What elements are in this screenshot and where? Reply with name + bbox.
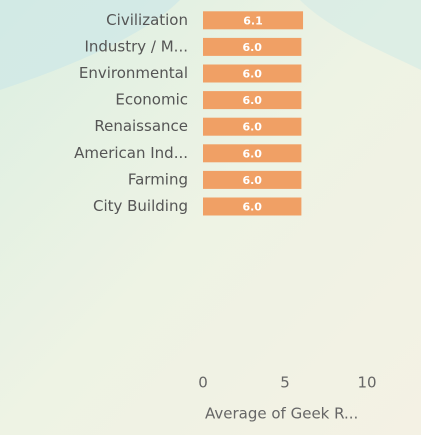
value-label: 6.1	[243, 14, 263, 27]
x-axis-title: Average of Geek R...	[205, 405, 358, 423]
category-label: Civilization	[106, 11, 188, 29]
category-label: City Building	[93, 197, 188, 215]
value-label: 6.0	[242, 147, 262, 160]
value-label: 6.0	[242, 121, 262, 134]
category-label: American Ind...	[74, 144, 188, 162]
bar	[203, 144, 302, 163]
bar	[203, 11, 304, 30]
x-tick-label: 0	[198, 374, 208, 392]
category-label: Economic	[115, 91, 188, 109]
x-tick-label: 10	[357, 374, 376, 392]
category-label: Industry / M...	[84, 37, 188, 55]
value-label: 6.0	[242, 174, 262, 187]
value-label: 6.0	[242, 68, 262, 81]
category-label: Environmental	[79, 64, 188, 82]
map-water	[0, 0, 180, 90]
bar	[203, 64, 302, 83]
bar	[203, 170, 302, 189]
map-water	[300, 0, 421, 70]
category-label: Renaissance	[94, 117, 188, 135]
bar	[203, 197, 302, 216]
bar	[203, 91, 302, 110]
value-label: 6.0	[242, 94, 262, 107]
x-tick-label: 5	[280, 374, 290, 392]
bar	[203, 37, 302, 56]
category-label: Farming	[128, 170, 188, 188]
bar	[203, 117, 302, 136]
value-label: 6.0	[242, 201, 262, 214]
value-label: 6.0	[242, 41, 262, 54]
